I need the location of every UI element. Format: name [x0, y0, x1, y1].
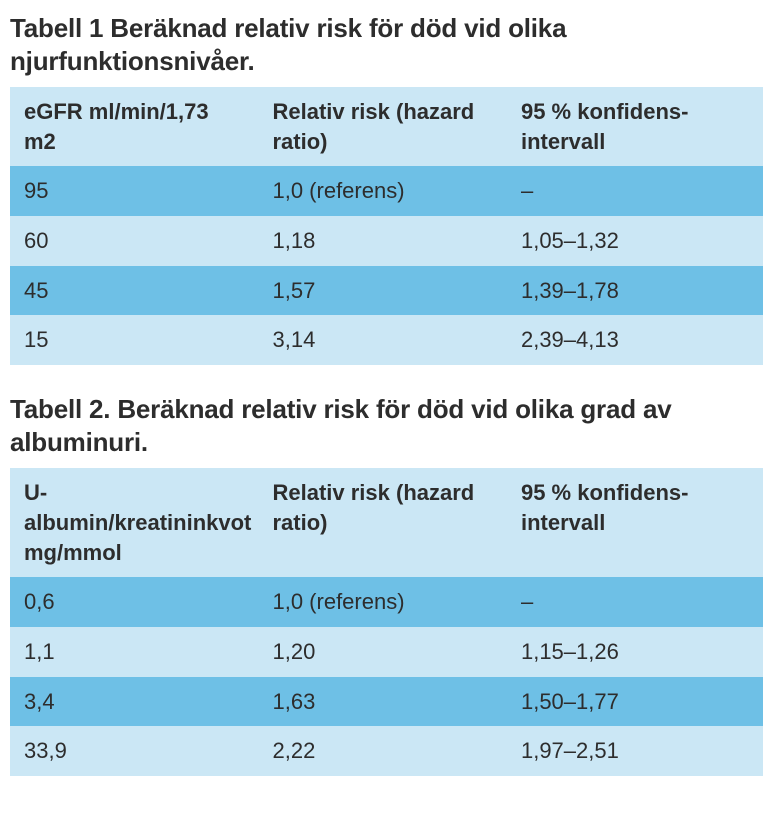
table-row: 45 1,57 1,39–1,78 [10, 266, 763, 316]
cell: 1,0 (referens) [258, 577, 506, 627]
col-header: Relativ risk (hazard ratio) [258, 87, 506, 166]
cell: 45 [10, 266, 258, 316]
cell: 3,4 [10, 677, 258, 727]
cell: 1,97–2,51 [507, 726, 763, 776]
cell: 1,15–1,26 [507, 627, 763, 677]
table-row: 33,9 2,22 1,97–2,51 [10, 726, 763, 776]
col-header: U-albumin/kreatininkvot mg/mmol [10, 468, 258, 577]
col-header: 95 % konfidens­intervall [507, 468, 763, 577]
cell: – [507, 577, 763, 627]
cell: – [507, 166, 763, 216]
cell: 1,50–1,77 [507, 677, 763, 727]
table-header-row: eGFR ml/min/1,73 m2 Relativ risk (hazard… [10, 87, 763, 166]
cell: 33,9 [10, 726, 258, 776]
cell: 15 [10, 315, 258, 365]
table-row: 0,6 1,0 (referens) – [10, 577, 763, 627]
cell: 60 [10, 216, 258, 266]
cell: 1,20 [258, 627, 506, 677]
cell: 95 [10, 166, 258, 216]
table-block-1: Tabell 1 Beräknad relativ risk för död v… [10, 12, 763, 365]
cell: 1,1 [10, 627, 258, 677]
table-title: Tabell 1 Beräknad relativ risk för död v… [10, 12, 763, 77]
cell: 1,63 [258, 677, 506, 727]
table-row: 60 1,18 1,05–1,32 [10, 216, 763, 266]
cell: 1,57 [258, 266, 506, 316]
table-row: 1,1 1,20 1,15–1,26 [10, 627, 763, 677]
cell: 2,22 [258, 726, 506, 776]
col-header: Relativ risk (hazard ratio) [258, 468, 506, 577]
cell: 1,39–1,78 [507, 266, 763, 316]
data-table: U-albumin/kreatininkvot mg/mmol Relativ … [10, 468, 763, 776]
table-title: Tabell 2. Beräknad relativ risk för död … [10, 393, 763, 458]
col-header: 95 % konfidens­intervall [507, 87, 763, 166]
cell: 1,0 (referens) [258, 166, 506, 216]
table-row: 3,4 1,63 1,50–1,77 [10, 677, 763, 727]
table-row: 95 1,0 (referens) – [10, 166, 763, 216]
data-table: eGFR ml/min/1,73 m2 Relativ risk (hazard… [10, 87, 763, 365]
cell: 0,6 [10, 577, 258, 627]
col-header: eGFR ml/min/1,73 m2 [10, 87, 258, 166]
table-header-row: U-albumin/kreatininkvot mg/mmol Relativ … [10, 468, 763, 577]
cell: 1,18 [258, 216, 506, 266]
table-block-2: Tabell 2. Beräknad relativ risk för död … [10, 393, 763, 776]
cell: 3,14 [258, 315, 506, 365]
table-row: 15 3,14 2,39–4,13 [10, 315, 763, 365]
cell: 1,05–1,32 [507, 216, 763, 266]
cell: 2,39–4,13 [507, 315, 763, 365]
